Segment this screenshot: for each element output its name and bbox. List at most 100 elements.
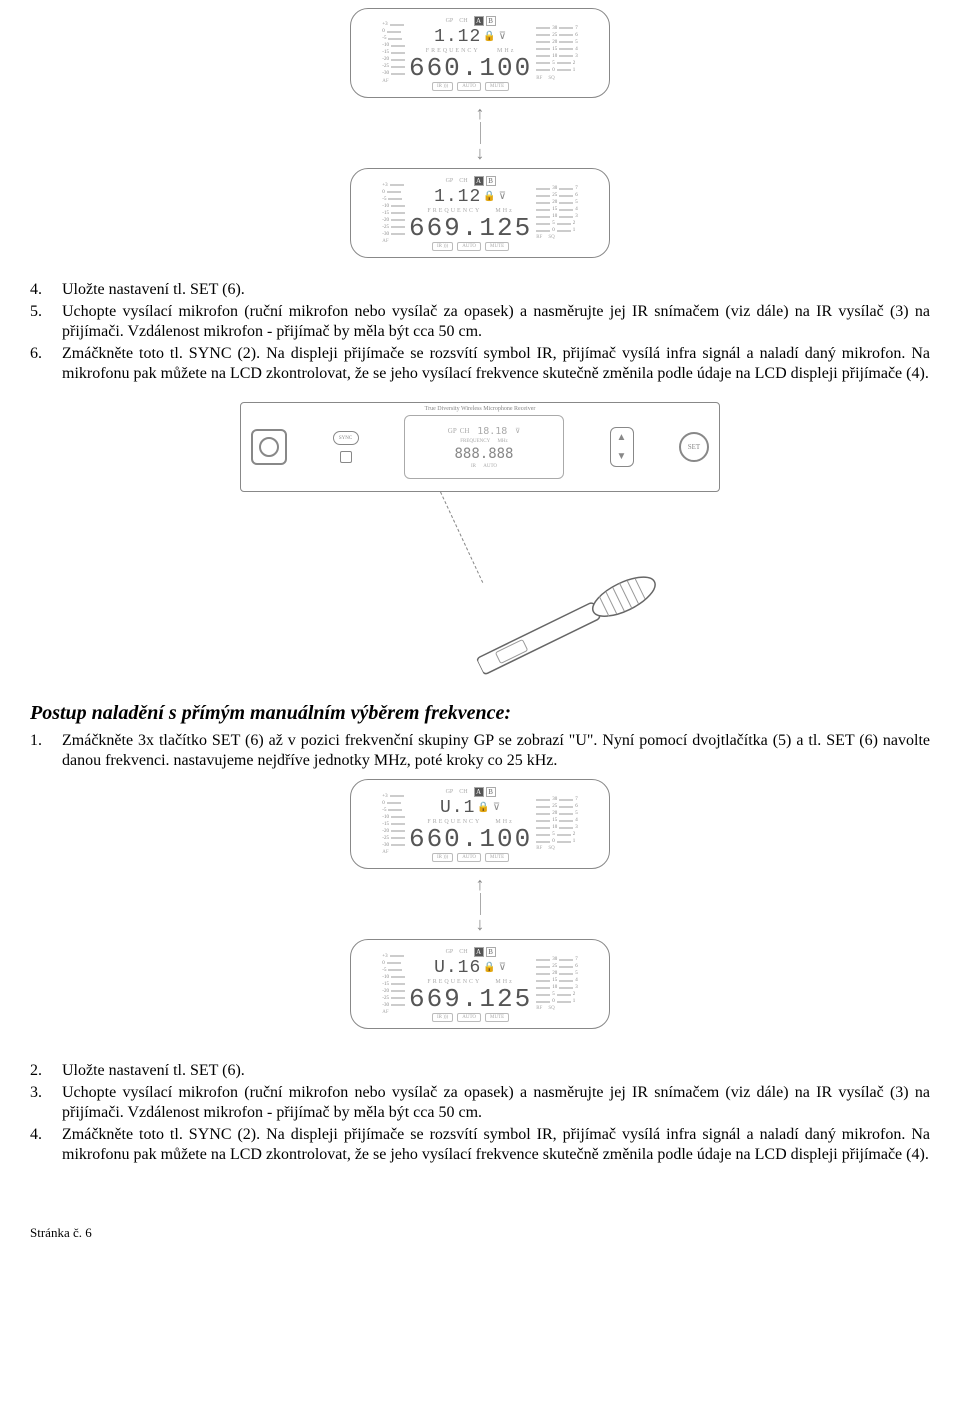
step-text: Uchopte vysílací mikrofon (ruční mikrofo… (62, 1083, 930, 1123)
gp-ch-value: 1.12 (434, 187, 481, 207)
gp-ch-value: U.1 (440, 798, 475, 818)
step-text: Zmáčkněte 3x tlačítko SET (6) až v pozic… (62, 731, 930, 771)
step-text: Zmáčkněte toto tl. SYNC (2). Na displeji… (62, 344, 930, 384)
section-heading: Postup naladění s přímým manuálním výběr… (30, 702, 930, 725)
page-footer: Stránka č. 6 (30, 1225, 930, 1241)
mute-indicator: MUTE (485, 242, 509, 251)
rf-meter-right: 307 256 205 154 103 52 01 RF SQ (536, 26, 578, 81)
lcd-center: GP CH A B U.16 🔒 ⊽ FREQUENCY MHz 669.125… (409, 947, 532, 1022)
ir-window-icon (340, 451, 352, 463)
audio-meter-left: +3 0 -5 -10 -15 -20 -25 -30 AF (382, 22, 405, 84)
mute-indicator: MUTE (485, 853, 509, 862)
ch-label: CH (459, 789, 467, 795)
sq-label: SQ (548, 76, 554, 81)
microphone-diagram (240, 492, 720, 672)
rf-meter-right: 307 256 205 154 103 52 01 RF SQ (536, 797, 578, 851)
antenna-a-icon: A (474, 787, 484, 797)
lcd-panel-2: +3 0 -5 -10 -15 -20 -25 -30 AF GP CH A B… (350, 168, 610, 258)
gp-label: GP (446, 789, 454, 795)
audio-meter-left: +3 0 -5 -10 -15 -20 -25 -30 AF (382, 183, 405, 244)
step-number: 3. (30, 1083, 52, 1123)
rf-label: RF (536, 846, 542, 851)
antenna-a-icon: A (474, 947, 484, 957)
receiver-lcd: GPCH 18.18 ⊽ FREQUENCY MHz 888.888 IR AU… (404, 415, 564, 479)
step-text: Uchopte vysílací mikrofon (ruční mikrofo… (62, 302, 930, 342)
step-text: Uložte nastavení tl. SET (6). (62, 280, 930, 300)
receiver-diagram: True Diversity Wireless Microphone Recei… (240, 402, 720, 492)
step-number: 4. (30, 280, 52, 300)
frequency-value: 660.100 (409, 826, 532, 852)
af-label: AF (382, 1010, 405, 1015)
gp-label: GP (446, 178, 454, 184)
ir-indicator: IR ))) (432, 242, 453, 251)
frequency-value: 669.125 (409, 215, 532, 241)
ch-label: CH (459, 18, 467, 24)
rf-meter-right: 307 256 205 154 103 52 01 RF SQ (536, 186, 578, 240)
rf-label: RF (536, 235, 542, 240)
mute-indicator: MUTE (485, 1013, 509, 1022)
lcd-center: GP CH A B 1.12 🔒 ⊽ FREQUENCY MHz 660.100… (409, 16, 532, 91)
step-number: 2. (30, 1061, 52, 1081)
frequency-value: 660.100 (409, 55, 532, 81)
mute-indicator: MUTE (485, 82, 509, 91)
antenna-icon: ⊽ (499, 191, 507, 203)
af-label: AF (382, 79, 405, 84)
antenna-icon: ⊽ (499, 31, 507, 43)
lcd-center: GP CH A B U.1 🔒 ⊽ FREQUENCY MHz 660.100 … (409, 787, 532, 862)
lock-icon: 🔒 (483, 191, 496, 203)
step-number: 1. (30, 731, 52, 771)
lock-icon: 🔒 (477, 802, 490, 814)
step-number: 6. (30, 344, 52, 384)
gp-label: GP (446, 18, 454, 24)
antenna-b-icon: B (486, 176, 496, 186)
antenna-icon: ⊽ (499, 962, 507, 974)
lcd-panel-4: +3 0 -5 -10 -15 -20 -25 -30 AF GP CH A B… (350, 939, 610, 1029)
antenna-b-icon: B (486, 16, 496, 26)
antenna-b-icon: B (486, 947, 496, 957)
auto-indicator: AUTO (457, 853, 481, 862)
auto-indicator: AUTO (457, 82, 481, 91)
sync-arrows-icon: ↑↓ (30, 106, 930, 160)
antenna-b-icon: B (486, 787, 496, 797)
sync-arrows-icon: ↑↓ (30, 877, 930, 931)
antenna-a-icon: A (474, 176, 484, 186)
step-text: Zmáčkněte toto tl. SYNC (2). Na displeji… (62, 1125, 930, 1165)
audio-meter-left: +3 0 -5 -10 -15 -20 -25 -30 AF (382, 794, 405, 855)
af-label: AF (382, 850, 405, 855)
power-knob-icon (251, 429, 287, 465)
auto-indicator: AUTO (457, 1013, 481, 1022)
ir-indicator: IR ))) (432, 853, 453, 862)
sq-label: SQ (548, 846, 554, 851)
steps-list-3: 2.Uložte nastavení tl. SET (6). 3.Uchopt… (30, 1061, 930, 1165)
microphone-icon (472, 562, 668, 684)
sq-label: SQ (548, 235, 554, 240)
rf-meter-right: 307 256 205 154 103 52 01 RF SQ (536, 957, 578, 1011)
lock-icon: 🔒 (483, 962, 496, 974)
frequency-value: 669.125 (409, 986, 532, 1012)
step-number: 4. (30, 1125, 52, 1165)
receiver-title: True Diversity Wireless Microphone Recei… (425, 406, 536, 412)
up-down-button-icon: ▲▼ (610, 427, 634, 467)
lcd-panel-1: +3 0 -5 -10 -15 -20 -25 -30 AF GP CH A B… (350, 8, 610, 98)
sq-label: SQ (548, 1006, 554, 1011)
step-number: 5. (30, 302, 52, 342)
antenna-a-icon: A (474, 16, 484, 26)
ch-label: CH (459, 949, 467, 955)
lcd-center: GP CH A B 1.12 🔒 ⊽ FREQUENCY MHz 669.125… (409, 176, 532, 251)
rf-label: RF (536, 1006, 542, 1011)
audio-meter-left: +3 0 -5 -10 -15 -20 -25 -30 AF (382, 954, 405, 1015)
gp-ch-value: 1.12 (434, 27, 481, 47)
ir-beam-line (440, 492, 483, 583)
antenna-icon: ⊽ (493, 802, 501, 814)
ir-indicator: IR ))) (432, 82, 453, 91)
sync-button-icon: SYNC (333, 431, 359, 445)
gp-ch-value: U.16 (434, 958, 481, 978)
steps-list-1: 4. Uložte nastavení tl. SET (6). 5.Uchopt… (30, 280, 930, 384)
ir-indicator: IR ))) (432, 1013, 453, 1022)
lock-icon: 🔒 (483, 31, 496, 43)
set-button-icon: SET (679, 432, 709, 462)
steps-list-2: 1.Zmáčkněte 3x tlačítko SET (6) až v poz… (30, 731, 930, 771)
gp-label: GP (446, 949, 454, 955)
lcd-panel-3: +3 0 -5 -10 -15 -20 -25 -30 AF GP CH A B… (350, 779, 610, 869)
af-label: AF (382, 239, 405, 244)
